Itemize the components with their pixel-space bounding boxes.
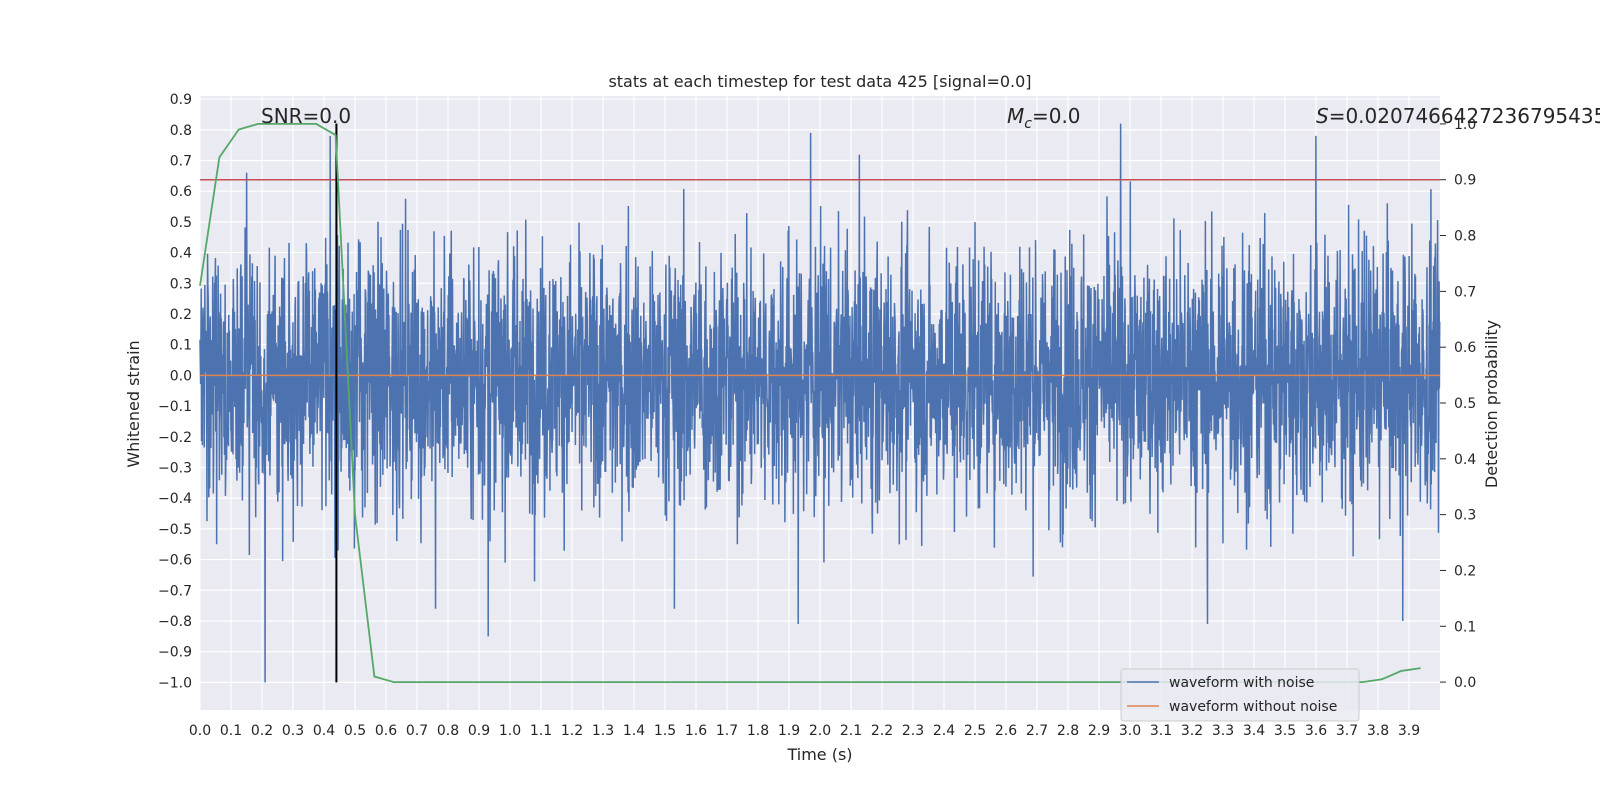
x-tick-label: 3.8 — [1367, 723, 1389, 739]
y-tick-label: −0.6 — [158, 553, 192, 569]
y2-tick-label: 0.9 — [1454, 173, 1476, 189]
y2-tick-label: 0.5 — [1454, 396, 1476, 412]
x-tick-label: 2.3 — [902, 723, 924, 739]
x-tick-label: 0.9 — [468, 723, 490, 739]
y-tick-label: 0.7 — [170, 153, 192, 169]
x-axis-label: Time (s) — [786, 745, 852, 764]
y-tick-label: −0.8 — [158, 614, 192, 630]
y-tick-label: −0.7 — [158, 583, 192, 599]
y-tick-label: 0.5 — [170, 215, 192, 231]
x-tick-label: 3.6 — [1305, 723, 1327, 739]
x-tick-label: 0.5 — [344, 723, 366, 739]
x-tick-label: 2.5 — [964, 723, 986, 739]
y-tick-label: −0.9 — [158, 645, 192, 661]
s-annotation: S=0.0207466427236795435 — [1316, 104, 1600, 128]
x-tick-label: 2.6 — [995, 723, 1017, 739]
y-tick-label: 0.9 — [170, 92, 192, 108]
y-tick-label: −1.0 — [158, 675, 192, 691]
y-tick-label: −0.2 — [158, 430, 192, 446]
x-tick-label: 0.2 — [251, 723, 273, 739]
y2-tick-label: 0.6 — [1454, 340, 1476, 356]
x-tick-label: 0.0 — [189, 723, 211, 739]
y-tick-label: 0.1 — [170, 338, 192, 354]
x-tick-label: 3.1 — [1150, 723, 1172, 739]
x-tick-label: 2.2 — [871, 723, 893, 739]
y2-tick-label: 0.3 — [1454, 508, 1476, 524]
x-tick-label: 1.3 — [592, 723, 614, 739]
x-tick-label: 3.7 — [1336, 723, 1358, 739]
y-tick-label: 0.8 — [170, 123, 192, 139]
x-tick-label: 0.4 — [313, 723, 335, 739]
x-tick-label: 3.0 — [1119, 723, 1141, 739]
y-tick-label: 0.0 — [170, 368, 192, 384]
legend-label-clean: waveform without noise — [1169, 699, 1337, 715]
y2-tick-label: 0.2 — [1454, 563, 1476, 579]
mc-symbol: M — [1007, 104, 1024, 128]
y2-tick-label: 0.4 — [1454, 452, 1476, 468]
s-symbol: S — [1316, 104, 1329, 128]
x-tick-label: 2.0 — [809, 723, 831, 739]
y-axis-label: Whitened strain — [124, 340, 143, 467]
noise-waveform-line — [199, 123, 1441, 683]
x-tick-label: 1.8 — [747, 723, 769, 739]
x-tick-label: 2.1 — [840, 723, 862, 739]
mc-annotation: Mc=0.0 — [1007, 104, 1081, 132]
x-tick-label: 0.6 — [375, 723, 397, 739]
noise-series — [199, 123, 1441, 683]
legend-box — [1120, 668, 1360, 722]
y2-tick-label: 0.1 — [1454, 619, 1476, 635]
y-tick-label: −0.3 — [158, 460, 192, 476]
y-tick-label: 0.4 — [170, 246, 192, 262]
x-tick-label: 0.3 — [282, 723, 304, 739]
x-tick-label: 1.0 — [499, 723, 521, 739]
chart-title: stats at each timestep for test data 425… — [608, 72, 1031, 91]
x-tick-label: 3.3 — [1212, 723, 1234, 739]
x-tick-label: 1.6 — [685, 723, 707, 739]
y2-tick-label: 0.8 — [1454, 229, 1476, 245]
y-tick-label: −0.1 — [158, 399, 192, 415]
x-tick-label: 3.4 — [1243, 723, 1265, 739]
y-tick-label: −0.4 — [158, 491, 192, 507]
x-tick-label: 0.8 — [437, 723, 459, 739]
legend-label-noise: waveform with noise — [1169, 675, 1314, 691]
x-tick-label: 1.2 — [561, 723, 583, 739]
x-tick-label: 1.9 — [778, 723, 800, 739]
axis-ticks: 0.0 0.1 0.2 0.3 0.4 0.5 0.6 0.7 0.8 0.9 1.0 1.1 1.2 1… — [158, 92, 1476, 739]
x-tick-label: 2.7 — [1026, 723, 1048, 739]
snr-annotation: SNR=0.0 — [261, 104, 351, 128]
s-value: =0.0207466427236795435 — [1329, 104, 1600, 128]
y-tick-label: 0.2 — [170, 307, 192, 323]
y-tick-label: 0.3 — [170, 276, 192, 292]
y2-axis-label: Detection probability — [1482, 320, 1501, 488]
x-tick-label: 3.2 — [1181, 723, 1203, 739]
y2-tick-label: 1.0 — [1454, 117, 1476, 133]
x-tick-label: 2.4 — [933, 723, 955, 739]
y-tick-label: 0.6 — [170, 184, 192, 200]
x-tick-label: 1.1 — [530, 723, 552, 739]
x-tick-label: 1.4 — [623, 723, 645, 739]
x-tick-label: 0.7 — [406, 723, 428, 739]
x-tick-label: 3.5 — [1274, 723, 1296, 739]
x-tick-label: 2.8 — [1057, 723, 1079, 739]
x-tick-label: 0.1 — [220, 723, 242, 739]
mc-value: =0.0 — [1032, 104, 1081, 128]
mc-subscript: c — [1024, 116, 1032, 132]
x-tick-label: 2.9 — [1088, 723, 1110, 739]
y-tick-label: −0.5 — [158, 522, 192, 538]
x-tick-label: 1.7 — [716, 723, 738, 739]
x-tick-label: 3.9 — [1398, 723, 1420, 739]
y2-tick-label: 0.7 — [1454, 284, 1476, 300]
x-tick-label: 1.5 — [654, 723, 676, 739]
y2-tick-label: 0.0 — [1454, 675, 1476, 691]
legend: waveform with noise waveform without noi… — [1120, 668, 1360, 722]
